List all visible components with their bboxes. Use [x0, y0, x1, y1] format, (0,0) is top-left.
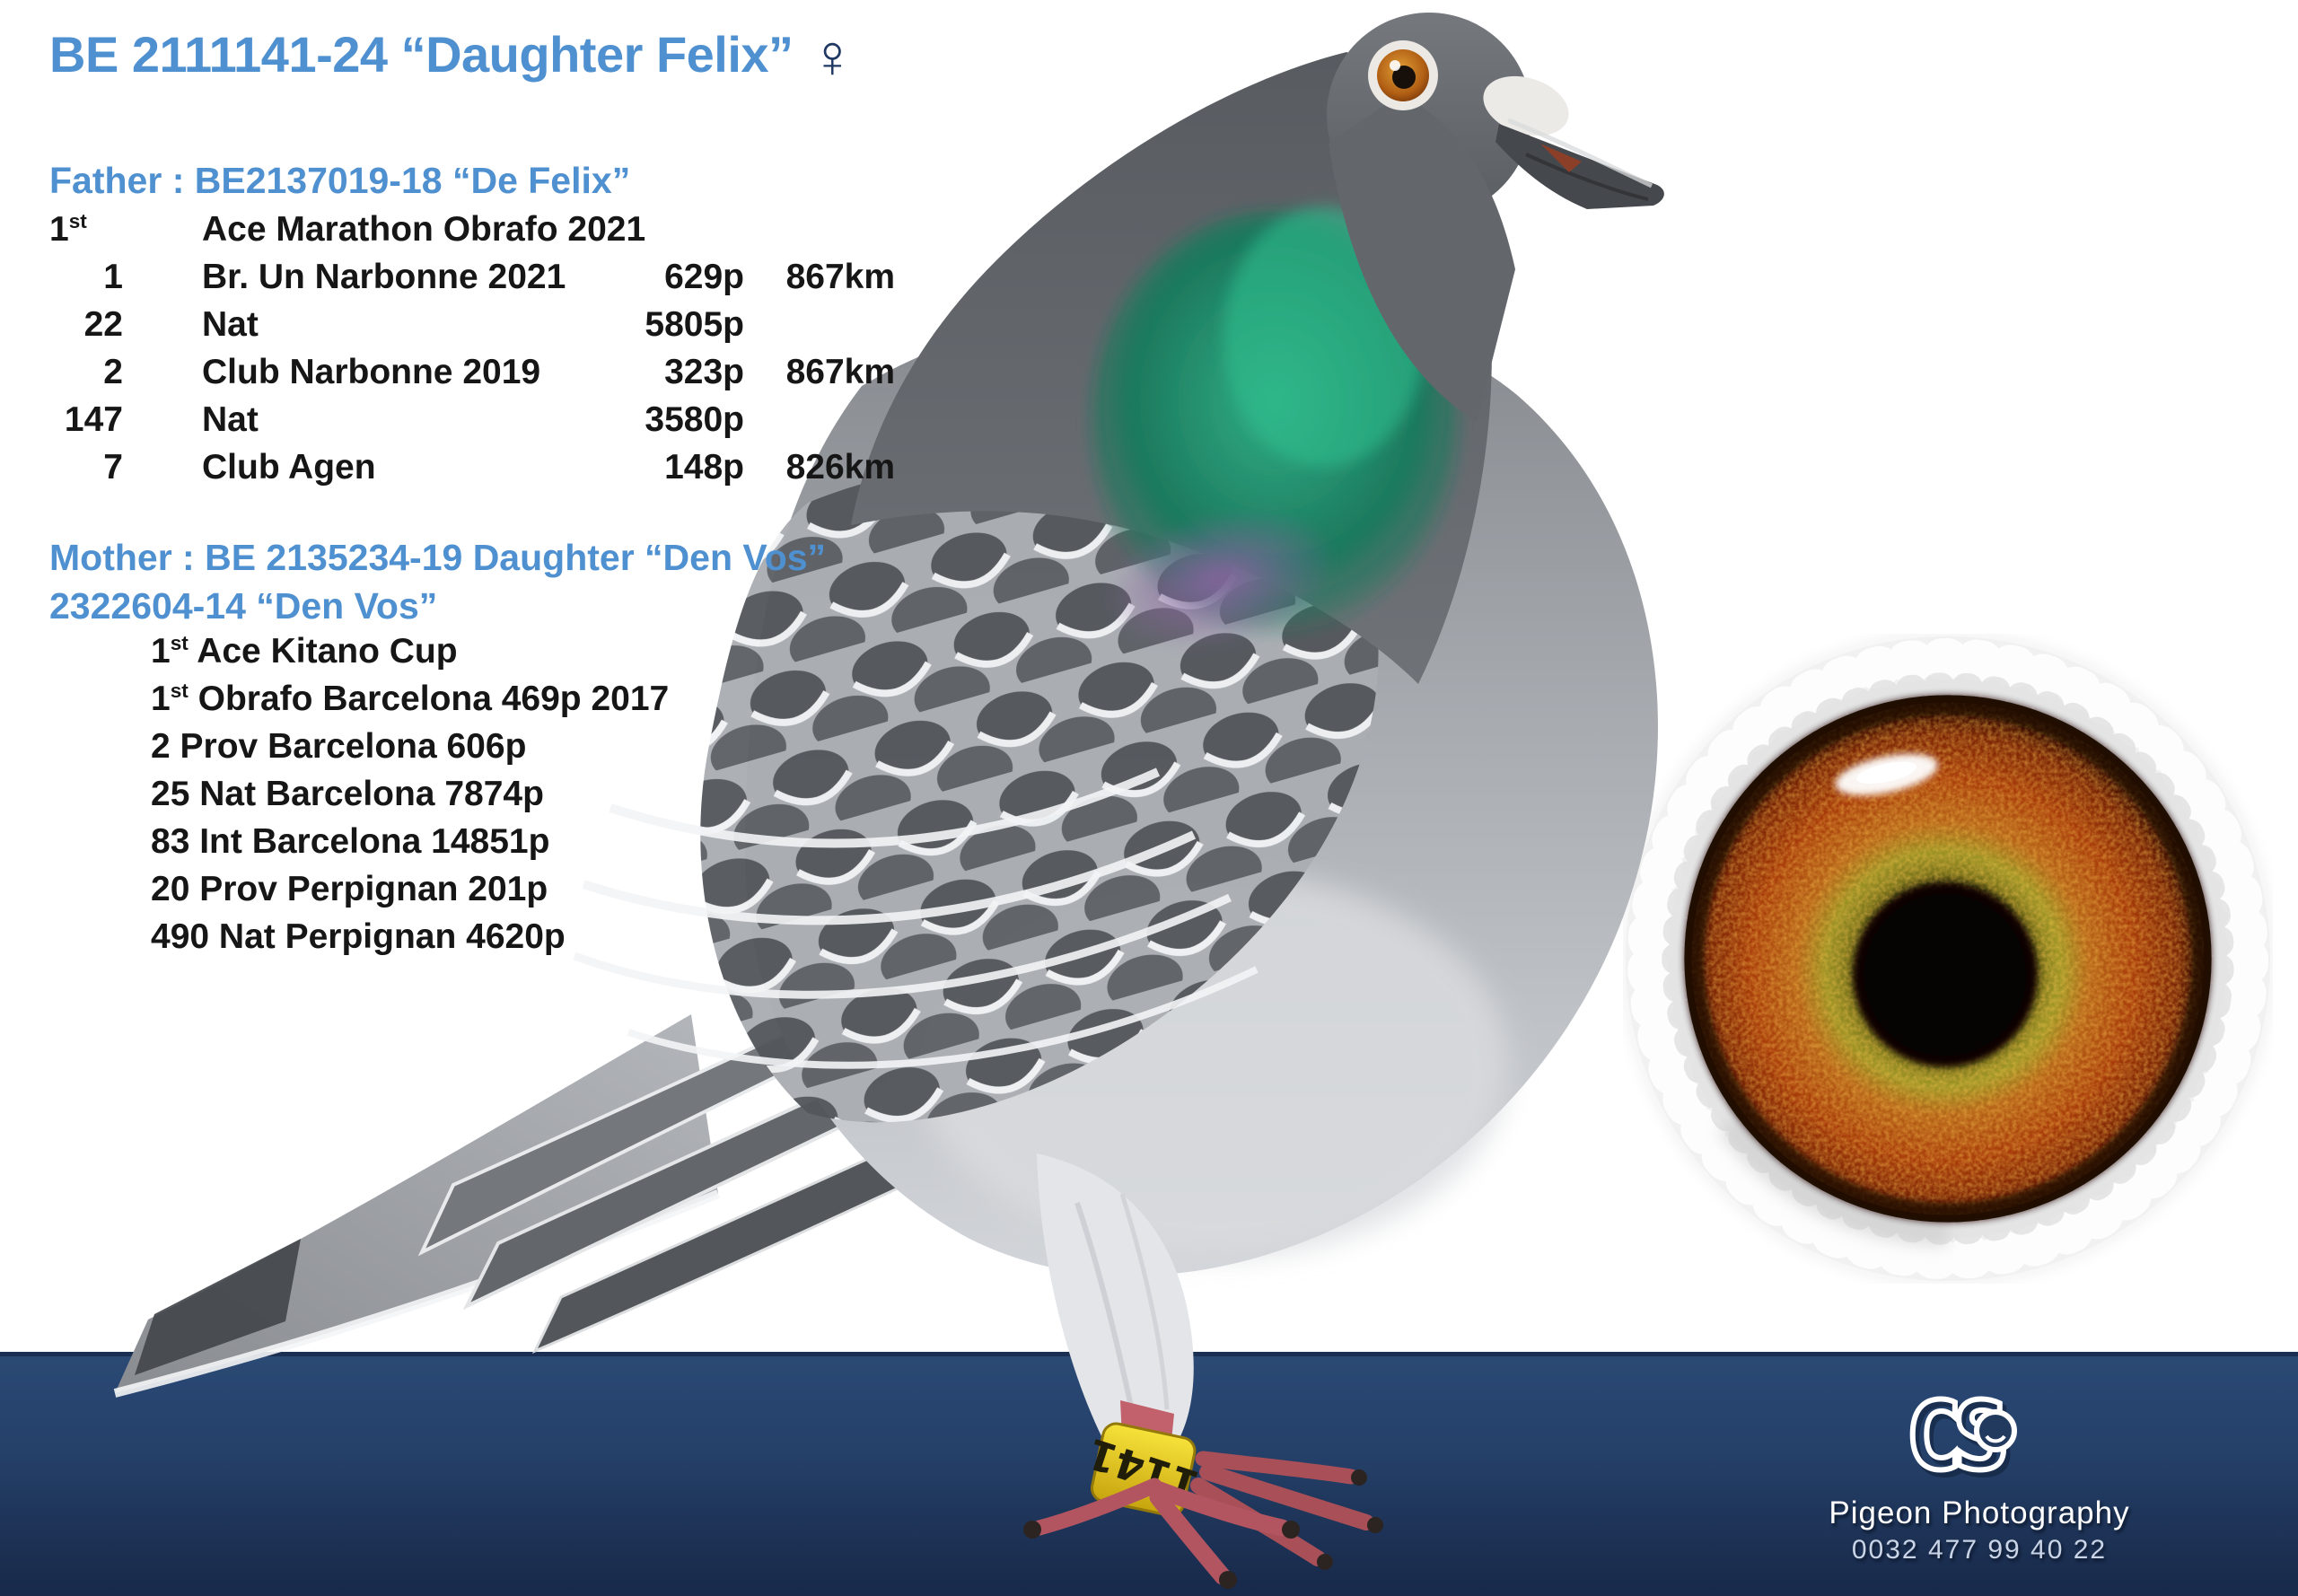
result-race: Club Agen	[202, 448, 376, 487]
pigeon-rear-claws	[1317, 1469, 1383, 1570]
father-result-row: 147 Nat 3580p	[49, 400, 895, 448]
photographer-brand: CS CS Pigeon Photography 0032 477 99 40 …	[1791, 1381, 2168, 1565]
result-birds: 323p	[664, 353, 744, 391]
mother-result-row: 83 Int Barcelona 14851p	[151, 822, 669, 870]
cs-logo: CS CS	[1903, 1381, 2020, 1490]
result-place: 25	[151, 775, 190, 813]
result-birds: 3580p	[645, 400, 744, 439]
pigeon-cere	[1483, 75, 1569, 136]
mother-heading-line1: Mother : BE 2135234-19 Daughter “Den Vos…	[49, 537, 827, 578]
pigeon-front-claws	[1023, 1521, 1300, 1589]
pigeon-white-lacing	[573, 767, 1259, 1069]
mother-result-row: 490 Nat Perpignan 4620p	[151, 917, 669, 965]
result-place: 2	[103, 353, 123, 391]
result-place: 20	[151, 870, 190, 908]
mother-result-row: 25 Nat Barcelona 7874p	[151, 775, 669, 822]
father-result-row: 7 Club Agen 148p 826km	[49, 448, 895, 495]
result-place: 1	[103, 258, 123, 296]
result-text: Prov Barcelona 606p	[170, 727, 527, 766]
mother-heading: Mother : BE 2135234-19 Daughter “Den Vos…	[49, 533, 826, 630]
brand-phone: 0032 477 99 40 22	[1851, 1535, 2108, 1565]
camera-lens-icon	[1974, 1409, 2017, 1452]
result-place: 83	[151, 822, 190, 861]
result-place: 490	[151, 917, 210, 956]
result-text: Nat Barcelona 7874p	[189, 775, 544, 813]
result-birds: 148p	[664, 448, 744, 487]
page-title: BE 2111141-24 “Daughter Felix” ♀	[49, 22, 1037, 92]
father-heading: Father : BE2137019-18 “De Felix”	[49, 160, 631, 201]
mother-result-row: 2 Prov Barcelona 606p	[151, 727, 669, 775]
result-text: Obrafo Barcelona 469p 2017	[188, 680, 670, 718]
result-place: 7	[103, 448, 123, 487]
pigeon-front-foot	[1031, 1478, 1291, 1585]
result-distance: 867km	[785, 258, 895, 296]
result-race: Nat	[202, 400, 259, 439]
result-distance: 826km	[785, 448, 895, 487]
result-race: Nat	[202, 305, 259, 344]
result-place: 2	[151, 727, 171, 766]
mother-result-row: 1st Ace Kitano Cup	[151, 632, 669, 680]
bird-ring-name: BE 2111141-24 “Daughter Felix”	[49, 26, 794, 83]
mother-heading-line2: 2322604-14 “Den Vos”	[49, 585, 438, 627]
result-text: Nat Perpignan 4620p	[209, 917, 566, 956]
result-distance: 867km	[785, 353, 895, 391]
result-birds: 5805p	[645, 305, 744, 344]
result-place: 1st	[49, 210, 87, 249]
result-place: 22	[83, 305, 123, 344]
result-race: Ace Marathon Obrafo 2021	[202, 210, 646, 249]
father-result-row: 1 Br. Un Narbonne 2021 629p 867km	[49, 258, 895, 305]
eye-iris	[1684, 695, 2212, 1223]
brand-name: Pigeon Photography	[1829, 1495, 2130, 1530]
result-place: 1st	[151, 632, 189, 671]
result-text: Int Barcelona 14851p	[189, 822, 550, 861]
pigeon-leg-feathers	[1037, 1153, 1194, 1456]
eye-highlight	[1835, 753, 1938, 795]
result-place: 1st	[151, 680, 189, 718]
pigeon-purple-iridescence	[1110, 512, 1331, 646]
father-result-row: 1st Ace Marathon Obrafo 2021	[49, 210, 895, 258]
pigeon-throat	[1329, 94, 1515, 422]
pigeon-beak	[1495, 118, 1664, 209]
result-text: Ace Kitano Cup	[188, 632, 458, 671]
mother-results-list: 1st Ace Kitano Cup 1st Obrafo Barcelona …	[151, 632, 669, 965]
result-birds: 629p	[664, 258, 744, 296]
mother-result-row: 1st Obrafo Barcelona 469p 2017	[151, 680, 669, 727]
female-symbol-icon: ♀	[809, 22, 855, 91]
father-result-row: 22 Nat 5805p	[49, 305, 895, 353]
result-place: 147	[64, 400, 123, 439]
eye-pupil	[1853, 882, 2038, 1067]
pigeon-eye	[1368, 40, 1438, 110]
result-text: Prov Perpignan 201p	[189, 870, 548, 908]
eye-eyelid-ring	[1623, 634, 2273, 1284]
mother-result-row: 20 Prov Perpignan 201p	[151, 870, 669, 917]
result-race: Br. Un Narbonne 2021	[202, 258, 566, 296]
eye-closeup-photo	[1623, 634, 2273, 1284]
result-race: Club Narbonne 2019	[202, 353, 541, 391]
father-results-table: 1st Ace Marathon Obrafo 2021 1 Br. Un Na…	[49, 210, 895, 495]
father-result-row: 2 Club Narbonne 2019 323p 867km	[49, 353, 895, 400]
